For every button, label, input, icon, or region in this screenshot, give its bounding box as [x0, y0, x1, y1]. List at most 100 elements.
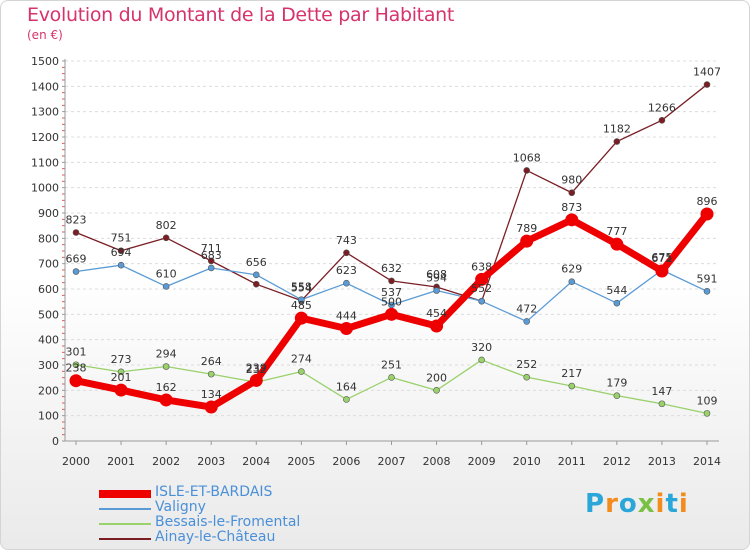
x-tick-label: 2010: [513, 455, 541, 468]
logo-letter: i: [678, 489, 689, 519]
data-label: 217: [561, 367, 582, 380]
x-tick-label: 2005: [287, 455, 315, 468]
x-tick-label: 2002: [152, 455, 180, 468]
data-point: [162, 283, 170, 290]
data-label: 485: [291, 299, 312, 312]
y-tick-label: 1000: [31, 182, 59, 195]
data-label: 896: [697, 195, 718, 208]
data-point: [117, 368, 125, 376]
data-label: 594: [426, 272, 447, 285]
y-tick-label: 700: [38, 258, 59, 271]
data-point: [117, 247, 125, 255]
y-tick-label: 1100: [31, 156, 59, 169]
logo-letter: x: [637, 489, 656, 519]
logo-letter: t: [665, 489, 679, 519]
data-point: [162, 363, 170, 370]
legend-swatch: [99, 538, 151, 540]
x-tick-label: 2001: [107, 455, 135, 468]
data-point: [433, 287, 440, 294]
data-point: [658, 116, 666, 124]
data-label: 629: [561, 263, 582, 276]
data-point: [339, 322, 353, 336]
x-tick-label: 2009: [468, 455, 496, 468]
data-label: 1407: [693, 66, 721, 79]
data-label: 232: [246, 363, 267, 376]
data-point: [298, 368, 305, 375]
data-label: 711: [201, 242, 222, 255]
data-label: 873: [561, 201, 582, 214]
x-tick-label: 2004: [242, 455, 270, 468]
data-label: 454: [426, 307, 447, 320]
x-tick-label: 2013: [648, 455, 676, 468]
data-label: 823: [66, 214, 87, 227]
data-label: 147: [651, 385, 672, 398]
data-label: 694: [111, 246, 132, 259]
data-label: 552: [471, 282, 492, 295]
chart-unit: (en €): [27, 28, 63, 42]
logo-letter: P: [585, 489, 606, 519]
logo-letter: o: [618, 489, 638, 519]
x-tick-label: 2014: [693, 455, 721, 468]
data-label: 623: [336, 264, 357, 277]
data-point: [72, 361, 80, 369]
data-label: 444: [336, 310, 357, 323]
data-label: 179: [606, 377, 627, 390]
data-label: 1182: [603, 123, 631, 136]
x-tick-label: 2000: [62, 455, 90, 468]
x-tick-label: 2008: [423, 455, 451, 468]
y-tick-label: 1500: [31, 55, 59, 68]
data-point: [343, 279, 350, 287]
data-point: [478, 356, 485, 364]
data-point: [613, 138, 621, 145]
data-point: [207, 370, 215, 378]
data-point: [478, 297, 485, 305]
data-label: 301: [66, 346, 87, 359]
data-point: [613, 392, 621, 399]
y-tick-label: 1400: [31, 80, 59, 93]
data-label: 980: [561, 174, 582, 187]
y-tick-label: 0: [52, 435, 59, 448]
y-tick-label: 600: [38, 283, 59, 296]
data-point: [204, 400, 218, 414]
data-label: 632: [381, 262, 402, 275]
data-point: [703, 410, 711, 417]
data-label: 789: [516, 222, 537, 235]
data-label: 777: [606, 225, 627, 238]
data-label: 656: [246, 256, 267, 269]
x-tick-label: 2003: [197, 455, 225, 468]
data-label: 675: [651, 251, 672, 264]
data-label: 683: [201, 249, 222, 262]
data-label: 500: [381, 295, 402, 308]
data-point: [343, 249, 350, 257]
data-point: [520, 234, 534, 248]
data-point: [433, 387, 440, 394]
data-point: [385, 307, 398, 321]
logo-letter: r: [605, 489, 619, 519]
data-point: [294, 311, 308, 325]
data-point: [343, 396, 350, 403]
data-point: [298, 296, 305, 303]
y-tick-label: 300: [38, 359, 59, 372]
data-point: [523, 373, 531, 381]
data-label: 558: [291, 281, 312, 294]
data-label: 1266: [648, 101, 676, 114]
data-label: 743: [336, 234, 357, 247]
data-label: 239: [246, 361, 267, 374]
data-label: 671: [651, 252, 672, 265]
data-point: [388, 277, 395, 285]
legend-swatch: [99, 523, 151, 525]
legend-label: Bessais-le-Fromental: [155, 514, 301, 530]
data-point: [568, 189, 576, 197]
data-label: 591: [697, 272, 718, 285]
data-point: [162, 234, 170, 242]
data-label: 554: [291, 282, 312, 295]
data-point: [69, 374, 83, 388]
data-label: 472: [516, 302, 537, 315]
y-tick-label: 800: [38, 232, 59, 245]
data-label: 544: [606, 284, 627, 297]
y-tick-label: 200: [38, 384, 59, 397]
y-tick-label: 900: [38, 207, 59, 220]
x-tick-label: 2011: [558, 455, 586, 468]
data-label: 251: [381, 358, 402, 371]
